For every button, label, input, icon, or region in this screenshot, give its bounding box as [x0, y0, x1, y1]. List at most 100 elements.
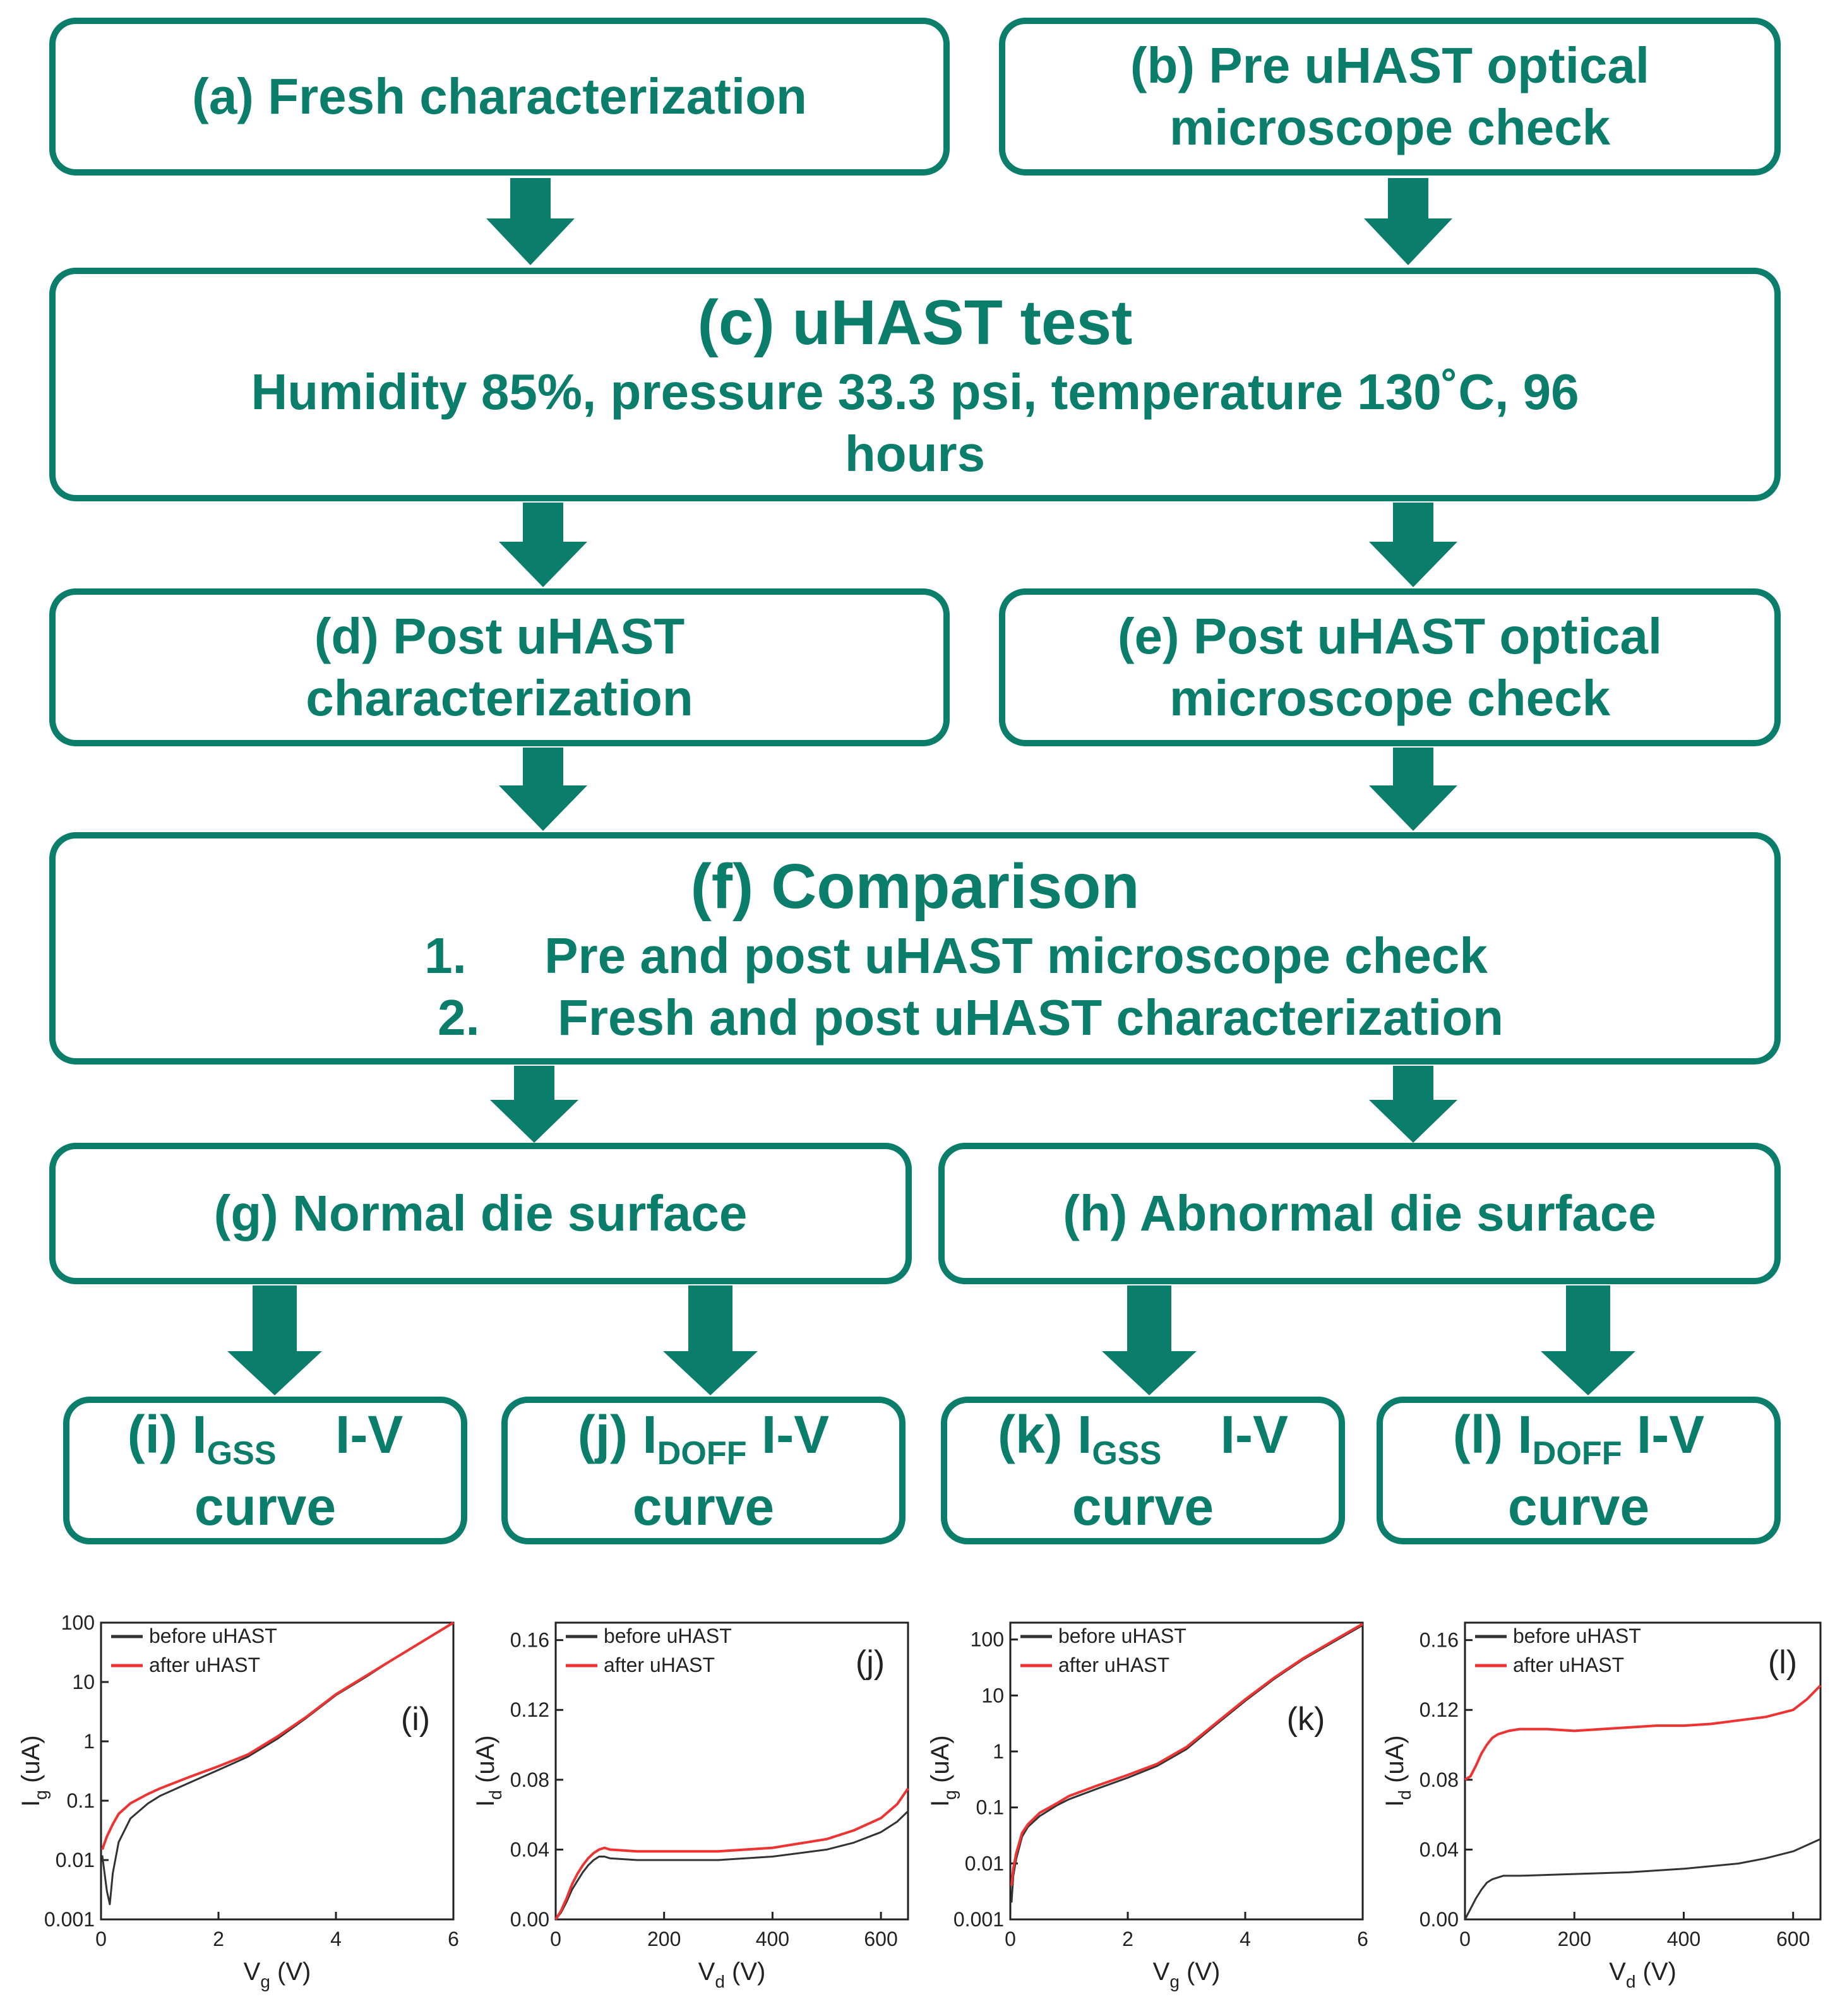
chart-l-legend-label: before uHAST [1513, 1625, 1641, 1647]
chart-i-ytick-label: 10 [72, 1671, 95, 1693]
chart-j-ylabel: Id (uA) [472, 1735, 505, 1806]
chart-i-ylabel-unit: (uA) [17, 1735, 45, 1790]
step-f-title: (f) Comparison [690, 851, 1140, 922]
step-a-fresh-characterization: (a) Fresh characterization [49, 18, 950, 176]
chart-j-xlabel-sub: d [715, 1972, 725, 1991]
arrow-c-to-d [499, 503, 587, 587]
step-e-line-1: (e) Post uHAST optical [1117, 608, 1663, 665]
arrow-f-to-g [490, 1066, 578, 1143]
chart-k-xlabel-sub: g [1169, 1972, 1180, 1991]
chart-l-frame [1464, 1621, 1822, 1921]
chart-j-ylabel-main: I [472, 1800, 499, 1807]
step-k-subscript: GSS [1092, 1435, 1162, 1472]
chart-l-ytick-label: 0.16 [1420, 1629, 1459, 1652]
chart-i-panel-label: (i) [401, 1701, 430, 1738]
step-c-conditions-line-2: hours [844, 426, 986, 482]
step-j-subscript: DOFF [657, 1435, 747, 1472]
chart-k-ytick-label: 100 [971, 1628, 1004, 1651]
step-c-uhast-test: (c) uHAST test Humidity 85%, pressure 33… [49, 268, 1781, 501]
chart-j-ytick-label: 0.04 [510, 1838, 549, 1861]
chart-l-ytick-label: 0.04 [1420, 1838, 1459, 1861]
step-l-line-2: curve [1507, 1476, 1650, 1536]
chart-k-xtick-label: 2 [1122, 1928, 1133, 1950]
chart-i-legend-label: after uHAST [149, 1654, 260, 1676]
chart-l-series-before [1464, 1838, 1821, 1920]
chart-i-ytick-label: 0.1 [67, 1789, 95, 1812]
step-k-line-2: curve [1072, 1476, 1214, 1536]
step-e-line-2: microscope check [1169, 670, 1611, 726]
chart-l-xtick-label: 0 [1459, 1928, 1471, 1950]
chart-l-xlabel-sub: d [1626, 1972, 1636, 1991]
chart-j-xlabel-main: V [698, 1958, 715, 1986]
chart-i-ytick-label: 100 [61, 1611, 95, 1634]
step-k-prefix: (k) I [997, 1404, 1092, 1464]
chart-k-ytick-label: 1 [993, 1740, 1004, 1763]
chart-l-xtick-label: 600 [1776, 1928, 1810, 1950]
chart-i-ylabel-sub: g [31, 1790, 51, 1800]
chart-l-ylabel: Id (uA) [1381, 1735, 1414, 1806]
step-i-subscript: GSS [206, 1435, 277, 1472]
chart-j-idoff: 0 200 400 600 0.00 0.04 0.08 0.12 0.16 Vd (V) Id (… [472, 1621, 909, 1991]
chart-j-panel-label: (j) [856, 1644, 885, 1681]
chart-i-series-after [101, 1621, 455, 1851]
step-f-item-2: 2. Fresh and post uHAST characterization [438, 987, 1503, 1049]
arrow-g-to-j [663, 1285, 758, 1395]
step-b-line-1: (b) Pre uHAST optical [1130, 37, 1650, 94]
chart-i-frame [100, 1621, 455, 1921]
step-f-item-2-text: Fresh and post uHAST characterization [557, 989, 1504, 1046]
chart-l-legend-label: after uHAST [1513, 1654, 1624, 1676]
chart-i-xtick-label: 4 [330, 1928, 342, 1950]
chart-k-frame [1009, 1621, 1364, 1921]
step-i-igss-iv-curve: (i) IGSS I-V curve [63, 1397, 467, 1544]
chart-l-series-after [1464, 1685, 1822, 1781]
step-l-line-1: (l) IDOFF I-V [1453, 1402, 1704, 1474]
step-l-idoff-iv-curve: (l) IDOFF I-V curve [1377, 1397, 1781, 1544]
arrow-b-to-c [1364, 178, 1452, 265]
chart-l-panel-label: (l) [1768, 1644, 1797, 1681]
chart-j-ytick-label: 0.08 [510, 1768, 549, 1791]
chart-j-ytick-label: 0.16 [510, 1629, 549, 1652]
chart-j-legend-label: after uHAST [604, 1654, 715, 1676]
chart-l-xtick-label: 400 [1667, 1928, 1701, 1950]
step-g-label: (g) Normal die surface [213, 1185, 748, 1242]
step-h-label: (h) Abnormal die surface [1063, 1185, 1656, 1242]
chart-j-ylabel-unit: (uA) [472, 1735, 499, 1790]
arrow-a-to-c [486, 178, 575, 265]
arrow-h-to-l [1541, 1285, 1635, 1395]
step-k-line-1: (k) IGSS I-V [998, 1402, 1288, 1474]
chart-l-ytick-label: 0.00 [1420, 1908, 1459, 1931]
step-k-suffix: I-V [1220, 1404, 1289, 1464]
arrow-d-to-f [499, 748, 587, 831]
step-a-label: (a) Fresh characterization [192, 68, 807, 125]
step-b-line-2: microscope check [1169, 99, 1611, 155]
chart-i-xlabel-unit: (V) [270, 1958, 311, 1986]
step-e-post-uhast-microscope-check: (e) Post uHAST optical microscope check [999, 588, 1781, 746]
chart-i-ylabel-main: I [17, 1800, 45, 1807]
chart-j-xtick-label: 400 [756, 1928, 789, 1950]
chart-k-legend-label: before uHAST [1058, 1625, 1187, 1647]
chart-i-xtick-label: 6 [448, 1928, 459, 1950]
chart-i-ylabel: Ig (uA) [17, 1735, 51, 1806]
chart-k-legend-label: after uHAST [1058, 1654, 1169, 1676]
chart-k-panel-label: (k) [1287, 1701, 1325, 1738]
chart-k-xtick-label: 4 [1240, 1928, 1251, 1950]
chart-k-xlabel: Vg (V) [1153, 1958, 1221, 1991]
step-j-suffix: I-V [761, 1404, 830, 1464]
step-l-suffix: I-V [1636, 1404, 1705, 1464]
chart-k-ytick-label: 10 [981, 1684, 1004, 1707]
step-f-item-1-number: 1. [424, 927, 467, 984]
step-c-title: (c) uHAST test [697, 287, 1133, 359]
step-j-prefix: (j) I [577, 1404, 657, 1464]
chart-l-xtick-label: 200 [1558, 1928, 1591, 1950]
chart-k-xlabel-unit: (V) [1180, 1958, 1220, 1986]
step-f-item-1: 1. Pre and post uHAST microscope check [424, 925, 1488, 987]
step-d-line-1: (d) Post uHAST [314, 608, 685, 665]
step-j-line-2: curve [632, 1476, 775, 1536]
step-b-pre-uhast-microscope-check: (b) Pre uHAST optical microscope check [999, 18, 1781, 176]
chart-k-ylabel-sub: g [940, 1790, 960, 1800]
chart-k-ylabel-unit: (uA) [926, 1735, 954, 1790]
step-f-item-1-text: Pre and post uHAST microscope check [544, 927, 1488, 984]
chart-l-xlabel-unit: (V) [1635, 1958, 1676, 1986]
chart-i-ytick-label: 0.01 [56, 1849, 95, 1871]
step-j-line-1: (j) IDOFF I-V [578, 1402, 829, 1474]
